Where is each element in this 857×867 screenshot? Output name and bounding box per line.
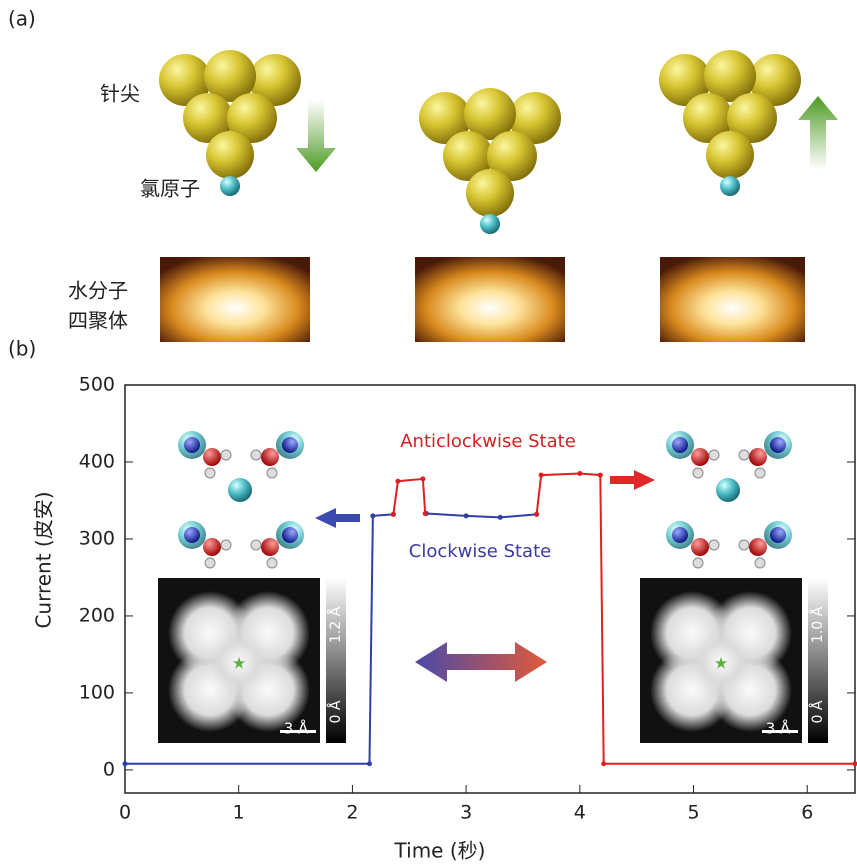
scale-label: 3 Å xyxy=(284,719,309,738)
stm-image xyxy=(160,257,310,342)
inset-image xyxy=(158,578,320,743)
arrow-down xyxy=(296,100,336,172)
y-tick-label: 100 xyxy=(79,681,115,703)
data-point xyxy=(123,761,128,766)
colorbar-label: 1.2 Å xyxy=(327,606,344,643)
arrow xyxy=(610,470,655,490)
arrow xyxy=(315,508,360,528)
water-label: 水分子 xyxy=(68,279,128,303)
cl-label: 氯原子 xyxy=(140,177,200,201)
x-tick-label: 4 xyxy=(574,802,586,824)
x-tick-label: 0 xyxy=(119,802,131,824)
y-tick-label: 500 xyxy=(79,374,115,396)
data-point xyxy=(420,476,425,481)
data-point xyxy=(534,512,539,517)
data-point xyxy=(423,511,428,516)
x-tick-label: 2 xyxy=(346,802,358,824)
stm-image xyxy=(415,257,565,342)
tip xyxy=(419,88,561,217)
y-tick-label: 200 xyxy=(79,604,115,626)
data-point xyxy=(498,515,503,520)
colorbar-label: 1.0 Å xyxy=(809,606,826,643)
data-point xyxy=(395,479,400,484)
tip xyxy=(159,50,301,179)
water-label: 四聚体 xyxy=(68,309,128,333)
panel-label: (b) xyxy=(8,337,36,361)
colorbar-label: 0 Å xyxy=(809,700,826,723)
cl-atom xyxy=(220,176,240,196)
y-axis-label: Current (皮安) xyxy=(32,491,56,628)
data-point xyxy=(577,471,582,476)
data-point xyxy=(598,473,603,478)
data-point xyxy=(853,761,857,766)
data-point xyxy=(601,761,606,766)
x-axis-label: Time (秒) xyxy=(394,839,486,863)
scale-label: 3 Å xyxy=(766,719,791,738)
cl-atom xyxy=(720,176,740,196)
annotation: Clockwise State xyxy=(409,541,551,562)
x-tick-label: 3 xyxy=(460,802,472,824)
tip-label: 针尖 xyxy=(100,82,140,106)
data-point xyxy=(370,513,375,518)
double-arrow xyxy=(415,642,547,682)
data-point xyxy=(391,512,396,517)
data-point xyxy=(367,761,372,766)
annotation: Anticlockwise State xyxy=(400,431,576,452)
tip xyxy=(659,50,801,179)
colorbar-label: 0 Å xyxy=(327,700,344,723)
data-point xyxy=(539,473,544,478)
y-tick-label: 400 xyxy=(79,450,115,472)
cl-atom xyxy=(480,214,500,234)
stm-image xyxy=(660,257,805,342)
y-tick-label: 0 xyxy=(103,758,115,780)
x-tick-label: 5 xyxy=(687,802,699,824)
arrow-up xyxy=(798,96,838,170)
y-tick-label: 300 xyxy=(79,527,115,549)
inset-image xyxy=(640,578,802,743)
data-point xyxy=(464,513,469,518)
x-tick-label: 1 xyxy=(233,802,245,824)
panel-label: (a) xyxy=(8,7,36,31)
x-tick-label: 6 xyxy=(801,802,813,824)
